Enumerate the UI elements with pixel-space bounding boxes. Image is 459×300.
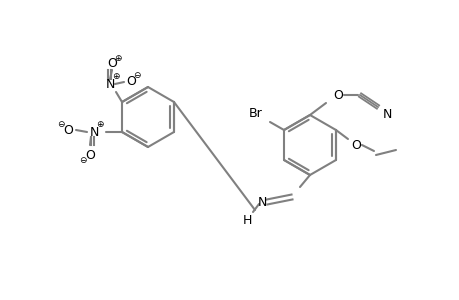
Text: O: O (332, 88, 342, 101)
Text: N: N (381, 107, 391, 121)
Text: O: O (63, 124, 73, 136)
Text: O: O (350, 139, 360, 152)
Text: O: O (107, 56, 117, 70)
Text: O: O (85, 148, 95, 161)
Text: ⊕: ⊕ (114, 53, 122, 62)
Text: ⊖: ⊖ (57, 119, 65, 128)
Text: O: O (126, 74, 136, 88)
Text: ⊕: ⊕ (96, 119, 104, 128)
Text: N: N (257, 196, 266, 208)
Text: ⊕: ⊕ (112, 71, 119, 80)
Text: ⊖: ⊖ (79, 155, 87, 164)
Text: H: H (242, 214, 251, 226)
Text: N: N (105, 77, 114, 91)
Text: ⊖: ⊖ (133, 70, 140, 80)
Text: Br: Br (249, 106, 263, 119)
Text: N: N (89, 125, 99, 139)
